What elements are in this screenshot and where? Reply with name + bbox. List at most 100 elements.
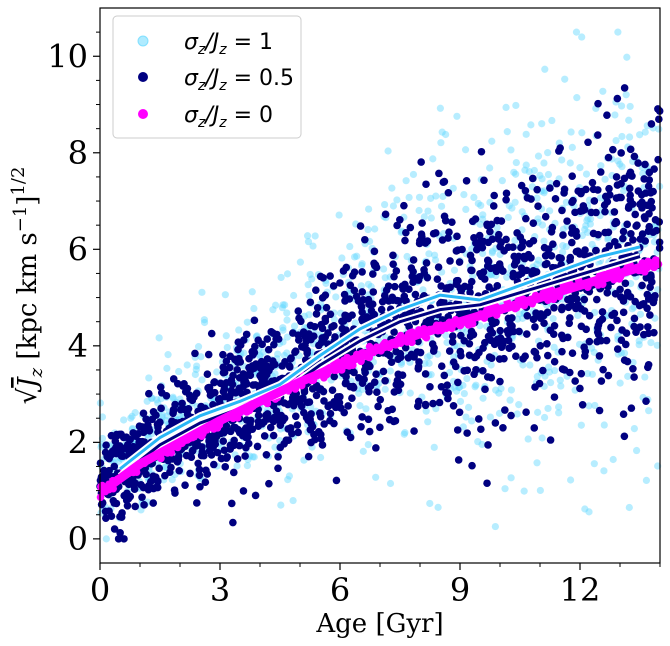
point-series-2	[560, 366, 569, 374]
point-series-2	[258, 340, 266, 349]
point-series-2	[457, 331, 465, 340]
point-series-2	[441, 216, 450, 225]
point-series-2	[572, 232, 581, 240]
point-series-2	[568, 198, 576, 207]
point-series-1	[250, 304, 258, 313]
trend-line-series-2	[119, 255, 641, 478]
point-series-1	[486, 413, 494, 421]
point-series-2	[317, 338, 326, 347]
point-series-2	[493, 282, 502, 290]
point-series-2	[563, 217, 571, 225]
point-series-2	[623, 220, 631, 229]
point-series-1	[514, 315, 522, 323]
point-series-1	[283, 309, 291, 317]
point-series-1	[492, 386, 500, 394]
point-series-1	[358, 260, 366, 268]
point-series-2	[219, 387, 228, 396]
point-series-2	[592, 246, 600, 255]
point-series-1	[393, 196, 401, 204]
point-series-2	[306, 298, 315, 307]
point-series-1	[304, 281, 312, 289]
point-series-1	[305, 311, 313, 319]
point-series-1	[533, 260, 541, 268]
point-series-2	[260, 432, 269, 440]
ylabel-root: √	[13, 387, 43, 404]
point-series-1	[493, 224, 501, 232]
point-series-1	[635, 337, 643, 345]
point-series-2	[339, 317, 348, 325]
point-series-1	[626, 102, 634, 111]
point-series-1	[630, 424, 638, 433]
point-series-2	[229, 518, 237, 527]
point-series-1	[248, 288, 256, 296]
point-series-2	[392, 380, 401, 389]
point-series-2	[484, 441, 492, 449]
point-series-1	[534, 256, 543, 264]
point-series-1	[144, 433, 152, 441]
point-series-1	[635, 341, 643, 349]
point-series-2	[621, 279, 630, 288]
point-series-2	[463, 366, 472, 375]
point-series-2	[551, 195, 560, 203]
point-series-1	[585, 508, 593, 516]
point-series-2	[318, 294, 327, 302]
point-series-2	[497, 343, 506, 351]
point-series-2	[398, 282, 407, 290]
point-series-1	[421, 359, 429, 368]
point-series-2	[556, 144, 564, 152]
point-series-2	[187, 453, 196, 462]
point-series-2	[181, 387, 190, 396]
point-series-2	[515, 271, 523, 279]
point-series-2	[220, 446, 229, 455]
point-series-2	[115, 430, 123, 439]
point-series-2	[624, 204, 633, 212]
point-series-2	[139, 409, 148, 418]
point-series-2	[369, 270, 377, 278]
point-series-2	[568, 172, 576, 180]
point-series-2	[264, 345, 273, 354]
point-series-1	[431, 251, 439, 259]
point-series-1	[434, 503, 442, 511]
point-series-2	[337, 404, 345, 412]
point-series-2	[131, 502, 140, 511]
point-series-2	[588, 178, 597, 187]
point-series-2	[529, 315, 538, 324]
point-series-2	[584, 138, 592, 147]
point-series-1	[356, 402, 364, 410]
point-series-2	[599, 365, 607, 374]
point-series-2	[639, 300, 648, 308]
point-series-1	[463, 374, 471, 383]
point-series-2	[123, 501, 132, 510]
point-series-1	[625, 116, 633, 124]
point-series-2	[480, 275, 489, 283]
point-series-2	[595, 406, 604, 415]
point-series-2	[504, 243, 513, 251]
point-series-2	[494, 230, 503, 239]
point-series-2	[453, 426, 462, 434]
point-series-1	[628, 305, 636, 313]
point-series-2	[291, 412, 300, 421]
point-series-2	[305, 398, 314, 406]
point-series-1	[351, 319, 359, 327]
point-series-1	[284, 476, 292, 484]
point-series-2	[227, 499, 236, 508]
point-series-2	[376, 423, 384, 432]
point-series-1	[550, 343, 558, 351]
point-series-2	[543, 259, 551, 268]
point-series-2	[376, 395, 385, 404]
point-series-1	[278, 304, 286, 312]
point-series-1	[386, 367, 394, 375]
point-series-2	[543, 339, 551, 348]
point-series-2	[492, 318, 500, 327]
point-series-1	[338, 254, 346, 262]
point-series-2	[324, 402, 332, 411]
point-series-2	[350, 286, 359, 295]
point-series-2	[490, 340, 499, 349]
point-series-2	[195, 471, 204, 480]
point-series-2	[394, 355, 402, 363]
point-series-1	[584, 228, 592, 237]
point-series-1	[611, 111, 619, 119]
point-series-2	[577, 189, 585, 198]
point-series-1	[540, 413, 549, 422]
point-series-1	[521, 166, 529, 174]
